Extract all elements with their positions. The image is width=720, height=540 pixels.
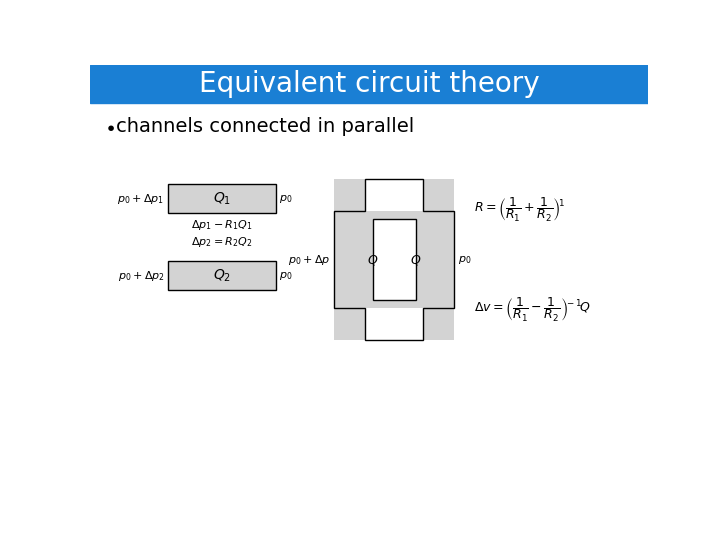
Text: $Q_2$: $Q_2$ <box>212 268 231 284</box>
Text: $\Delta p_2 = R_2 Q_2$: $\Delta p_2 = R_2 Q_2$ <box>191 235 253 249</box>
Bar <box>168 261 276 291</box>
Text: channels connected in parallel: channels connected in parallel <box>117 117 415 136</box>
Bar <box>334 179 365 340</box>
Text: $\Delta v = \left(\dfrac{1}{R_1}-\dfrac{1}{R_2}\right)^{\!\!-1}\!Q$: $\Delta v = \left(\dfrac{1}{R_1}-\dfrac{… <box>474 296 590 323</box>
Bar <box>90 65 648 103</box>
Text: $p_0$: $p_0$ <box>279 270 292 282</box>
Text: $R = \left(\dfrac{1}{R_1}+\dfrac{1}{R_2}\right)^{\!1}$: $R = \left(\dfrac{1}{R_1}+\dfrac{1}{R_2}… <box>474 195 565 224</box>
Text: $\bullet$: $\bullet$ <box>104 117 115 136</box>
Text: $Q$: $Q$ <box>367 253 379 267</box>
Text: $Q$: $Q$ <box>410 253 421 267</box>
Bar <box>373 219 415 300</box>
Text: $p_0+\Delta p_2$: $p_0+\Delta p_2$ <box>117 269 164 283</box>
Text: $\Delta p_1 - R_1 Q_1$: $\Delta p_1 - R_1 Q_1$ <box>191 218 253 232</box>
Text: $p_0$: $p_0$ <box>279 193 292 205</box>
Text: $p_0$: $p_0$ <box>458 254 472 266</box>
Text: $p_0+\Delta p_1$: $p_0+\Delta p_1$ <box>117 192 164 206</box>
Bar <box>168 184 276 213</box>
Bar <box>423 179 454 340</box>
Text: Equivalent circuit theory: Equivalent circuit theory <box>199 70 539 98</box>
Text: $Q_1$: $Q_1$ <box>212 191 231 207</box>
Text: $p_0+\Delta p$: $p_0+\Delta p$ <box>288 253 330 267</box>
Bar <box>334 211 454 308</box>
